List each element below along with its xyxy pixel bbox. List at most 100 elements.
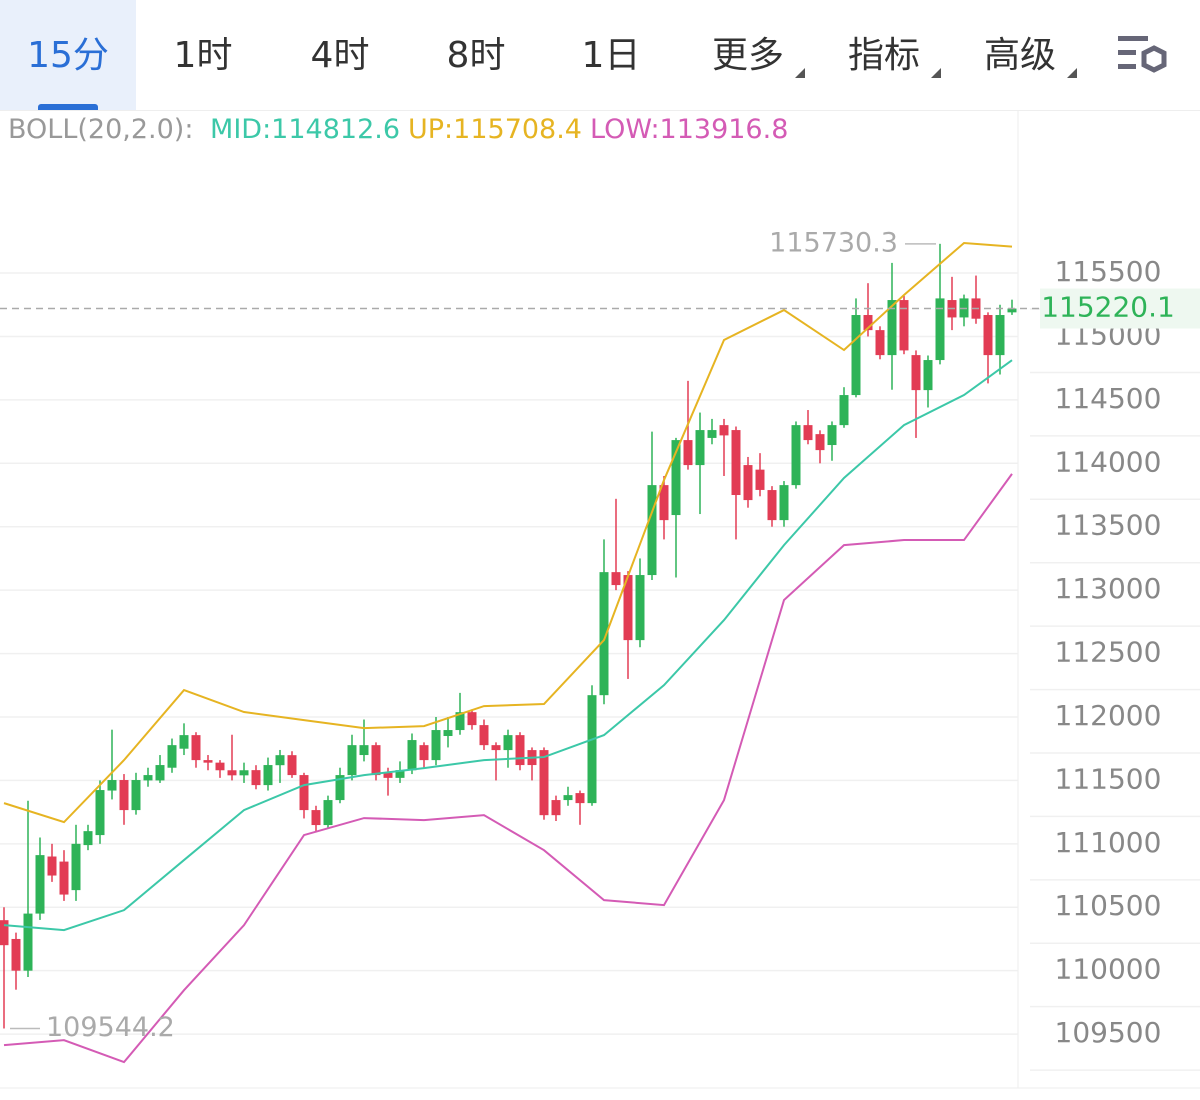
candle-body bbox=[995, 315, 1005, 356]
candle-body bbox=[23, 913, 33, 971]
candle-body bbox=[419, 745, 429, 761]
y-tick-label: 115500 bbox=[1055, 255, 1162, 288]
y-tick-label: 111500 bbox=[1055, 762, 1162, 795]
candle-body bbox=[71, 843, 81, 891]
candle-body bbox=[0, 920, 9, 946]
tab[interactable]: 8时 bbox=[446, 35, 506, 76]
candle-body bbox=[431, 730, 441, 761]
candle-body bbox=[455, 712, 465, 731]
candle-body bbox=[299, 775, 309, 811]
tab[interactable]: 1时 bbox=[173, 35, 233, 76]
candle-body bbox=[707, 430, 717, 438]
tab[interactable]: 4时 bbox=[310, 35, 370, 76]
tab[interactable]: 指标 bbox=[847, 35, 920, 76]
candle-body bbox=[551, 800, 561, 816]
candle-body bbox=[383, 772, 393, 778]
last-price-box bbox=[1040, 288, 1200, 329]
candle-body bbox=[899, 300, 909, 351]
candle-body bbox=[611, 572, 621, 586]
candle-body bbox=[491, 745, 501, 751]
candle-body bbox=[407, 740, 417, 771]
candle-body bbox=[863, 315, 873, 331]
candle-body bbox=[95, 790, 105, 836]
candle-body bbox=[239, 770, 249, 776]
settings-icon[interactable] bbox=[1112, 30, 1192, 90]
candle-body bbox=[911, 355, 921, 391]
indicator-legend: BOLL(20,2.0): MID:114812.6 UP:115708.4 LOW… bbox=[8, 114, 796, 145]
max-label: 115730.3 bbox=[769, 227, 898, 258]
candle-body bbox=[443, 730, 453, 737]
candle-body bbox=[695, 430, 705, 466]
candle-body bbox=[803, 425, 813, 441]
candle-body bbox=[35, 855, 45, 914]
boll-line bbox=[3, 473, 1013, 1064]
candle-body bbox=[563, 795, 573, 801]
candle-body bbox=[131, 780, 141, 811]
candle-body bbox=[719, 425, 729, 436]
candle-body bbox=[887, 300, 897, 356]
candle-body bbox=[623, 575, 633, 641]
candle-body bbox=[635, 575, 645, 641]
candle-body bbox=[467, 712, 477, 726]
candle-body bbox=[539, 750, 549, 816]
candle-body bbox=[935, 298, 945, 361]
candle-body bbox=[503, 735, 513, 751]
candle-body bbox=[155, 765, 165, 781]
tab[interactable]: 15分 bbox=[0, 0, 136, 110]
candle-body bbox=[215, 762, 225, 771]
tab[interactable]: 高级 bbox=[983, 35, 1056, 76]
candle-body bbox=[11, 938, 21, 971]
candle-body bbox=[767, 490, 777, 521]
indicator-value: MID:114812.6 bbox=[210, 114, 401, 145]
last-price-label: 115220.1 bbox=[1041, 291, 1175, 324]
candle-body bbox=[815, 434, 825, 451]
candle-body bbox=[587, 695, 597, 804]
candle-body bbox=[59, 861, 69, 895]
candle-body bbox=[227, 770, 237, 776]
indicator-value: LOW:113916.8 bbox=[590, 114, 789, 145]
candle-body bbox=[347, 745, 357, 776]
candle-body bbox=[683, 440, 693, 466]
candle-body bbox=[479, 725, 489, 746]
y-tick-label: 110500 bbox=[1055, 889, 1162, 922]
y-tick-label: 110000 bbox=[1055, 953, 1162, 986]
candle-body bbox=[179, 735, 189, 749]
min-label: 109544.2 bbox=[46, 1012, 175, 1043]
y-tick-label: 113000 bbox=[1055, 572, 1162, 605]
indicator-name: BOLL(20,2.0): bbox=[8, 114, 194, 145]
candle-body bbox=[575, 793, 585, 804]
candle-body bbox=[203, 760, 213, 763]
candle-body bbox=[851, 315, 861, 396]
y-tick-label: 114000 bbox=[1055, 445, 1162, 478]
y-tick-label: 112000 bbox=[1055, 699, 1162, 732]
candle-body bbox=[323, 800, 333, 826]
candle-body bbox=[515, 735, 525, 766]
indicator-value: UP:115708.4 bbox=[408, 114, 582, 145]
candle-body bbox=[191, 735, 201, 761]
candle-body bbox=[47, 856, 57, 876]
candle-body bbox=[83, 831, 93, 846]
candle-body bbox=[671, 440, 681, 516]
y-tick-label: 109500 bbox=[1055, 1016, 1162, 1049]
candle-body bbox=[1007, 308, 1017, 313]
candle-body bbox=[335, 775, 345, 801]
boll-line bbox=[3, 359, 1013, 932]
candle-body bbox=[755, 469, 765, 490]
candle-body bbox=[731, 430, 741, 496]
y-tick-label: 111000 bbox=[1055, 826, 1162, 859]
tab[interactable]: 更多 bbox=[711, 35, 784, 76]
candle-body bbox=[275, 755, 285, 766]
y-tick-label: 112500 bbox=[1055, 636, 1162, 669]
candle-body bbox=[839, 395, 849, 426]
candle-body bbox=[647, 485, 657, 576]
tab[interactable]: 1日 bbox=[581, 35, 641, 76]
candle-body bbox=[743, 465, 753, 501]
candle-body bbox=[371, 745, 381, 776]
candle-body bbox=[287, 755, 297, 776]
dropdown-arrow bbox=[795, 68, 805, 78]
y-tick-label: 114500 bbox=[1055, 382, 1162, 415]
candle-body bbox=[167, 745, 177, 768]
candle-body bbox=[791, 425, 801, 486]
